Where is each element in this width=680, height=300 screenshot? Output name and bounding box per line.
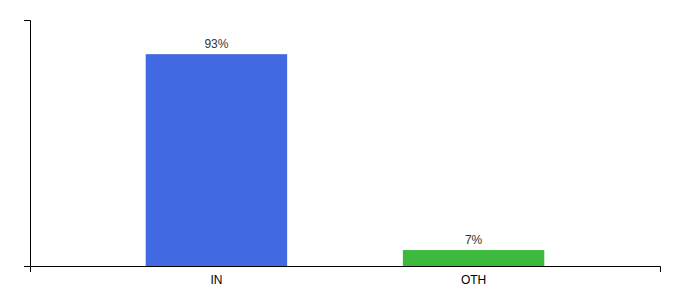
- bars: [146, 54, 545, 266]
- chart: IN OTH 93% 7%: [0, 0, 680, 300]
- data-label: 7%: [465, 233, 483, 247]
- plot: IN OTH 93% 7%: [24, 21, 661, 287]
- x-tick-label: OTH: [461, 273, 486, 287]
- y-axis: [24, 21, 31, 267]
- data-labels: 93% 7%: [204, 37, 482, 247]
- x-tick-label: IN: [210, 273, 222, 287]
- data-label: 93%: [204, 37, 228, 51]
- bar: [146, 54, 287, 266]
- bar: [403, 250, 544, 266]
- x-axis-line: [31, 267, 661, 273]
- x-tick: IN: [210, 273, 222, 287]
- y-axis-line: [24, 21, 31, 267]
- x-axis: IN OTH: [31, 267, 661, 287]
- x-tick: OTH: [461, 273, 486, 287]
